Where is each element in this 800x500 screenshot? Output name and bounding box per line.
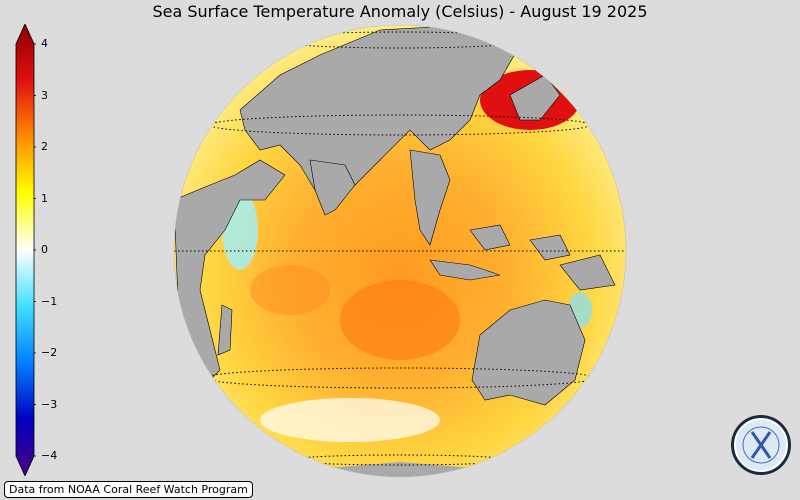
land-japan [509, 74, 561, 121]
colorbar-tick-label: 2 [41, 140, 48, 153]
colorbar-tick-label: −1 [41, 294, 58, 308]
colorbar-tick-label: −2 [41, 346, 58, 359]
land-eurasia [239, 25, 521, 211]
land-new-guinea [559, 254, 616, 291]
colorbar-tick-label: 4 [41, 37, 48, 50]
colorbar-tick-label: −3 [41, 397, 58, 411]
land-india [309, 159, 356, 216]
land-australia [471, 299, 586, 406]
land-indonesia [429, 224, 571, 281]
land-se-asia [409, 149, 451, 246]
land-antarctica [325, 462, 475, 477]
map-title: Sea Surface Temperature Anomaly (Celsius… [152, 2, 648, 21]
data-credit: Data from NOAA Coral Reef Watch Program [4, 481, 253, 498]
colorbar-tick-label: 0 [41, 243, 48, 256]
nexlab-logo [731, 415, 791, 475]
colorbar-tick-label: 3 [41, 88, 48, 102]
colorbar-tick-label: 1 [41, 191, 48, 205]
colorbar [15, 24, 36, 476]
land-madagascar [217, 304, 233, 356]
colorbar-tick-label: −4 [41, 449, 58, 462]
